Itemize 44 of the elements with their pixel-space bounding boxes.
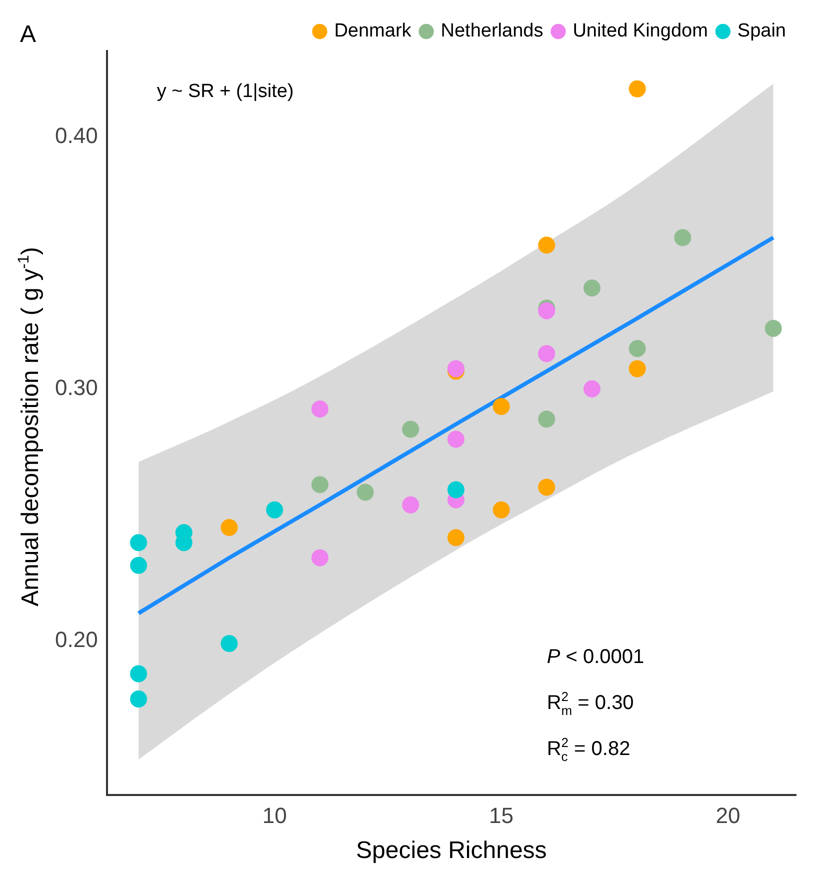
point (402, 420, 420, 438)
point (130, 690, 148, 708)
point (402, 496, 420, 514)
point (628, 340, 646, 358)
x-tick-label: 15 (489, 803, 514, 828)
point (538, 345, 556, 362)
y-tick-label: 0.20 (54, 627, 98, 652)
y-tick-label: 0.30 (54, 374, 98, 400)
point (492, 398, 510, 416)
point (311, 400, 328, 418)
point (311, 476, 328, 494)
point (628, 360, 646, 378)
annotation: P < 0.0001 (546, 646, 644, 668)
point (130, 556, 148, 574)
point (130, 534, 148, 552)
point (583, 380, 600, 398)
point (447, 430, 464, 448)
text: A (20, 21, 36, 48)
legend-label: United Kingdom (572, 20, 708, 42)
point (538, 478, 556, 496)
point (220, 635, 238, 652)
legend-label: Spain (737, 20, 786, 42)
point (538, 236, 556, 254)
legend-label: Denmark (334, 20, 412, 42)
x-axis-title: Species Richness (356, 837, 547, 864)
point (583, 280, 600, 297)
y-tick-label: 0.40 (54, 122, 98, 148)
point (764, 320, 782, 337)
point (674, 229, 692, 246)
annotation: y ~ SR + (1|site) (156, 81, 294, 102)
y-axis-title: Annual decomposition rate ( g y-1) (15, 246, 44, 606)
point (266, 501, 284, 518)
point (220, 519, 238, 536)
legend-label: Netherlands (440, 20, 544, 42)
x-tick-label: 10 (262, 803, 287, 828)
point (447, 529, 464, 546)
point (356, 484, 374, 501)
point (628, 80, 646, 98)
point (492, 501, 510, 518)
point (447, 481, 464, 498)
x-tick-label: 20 (716, 803, 740, 828)
point (311, 549, 328, 566)
point (538, 410, 556, 428)
point (130, 665, 148, 682)
